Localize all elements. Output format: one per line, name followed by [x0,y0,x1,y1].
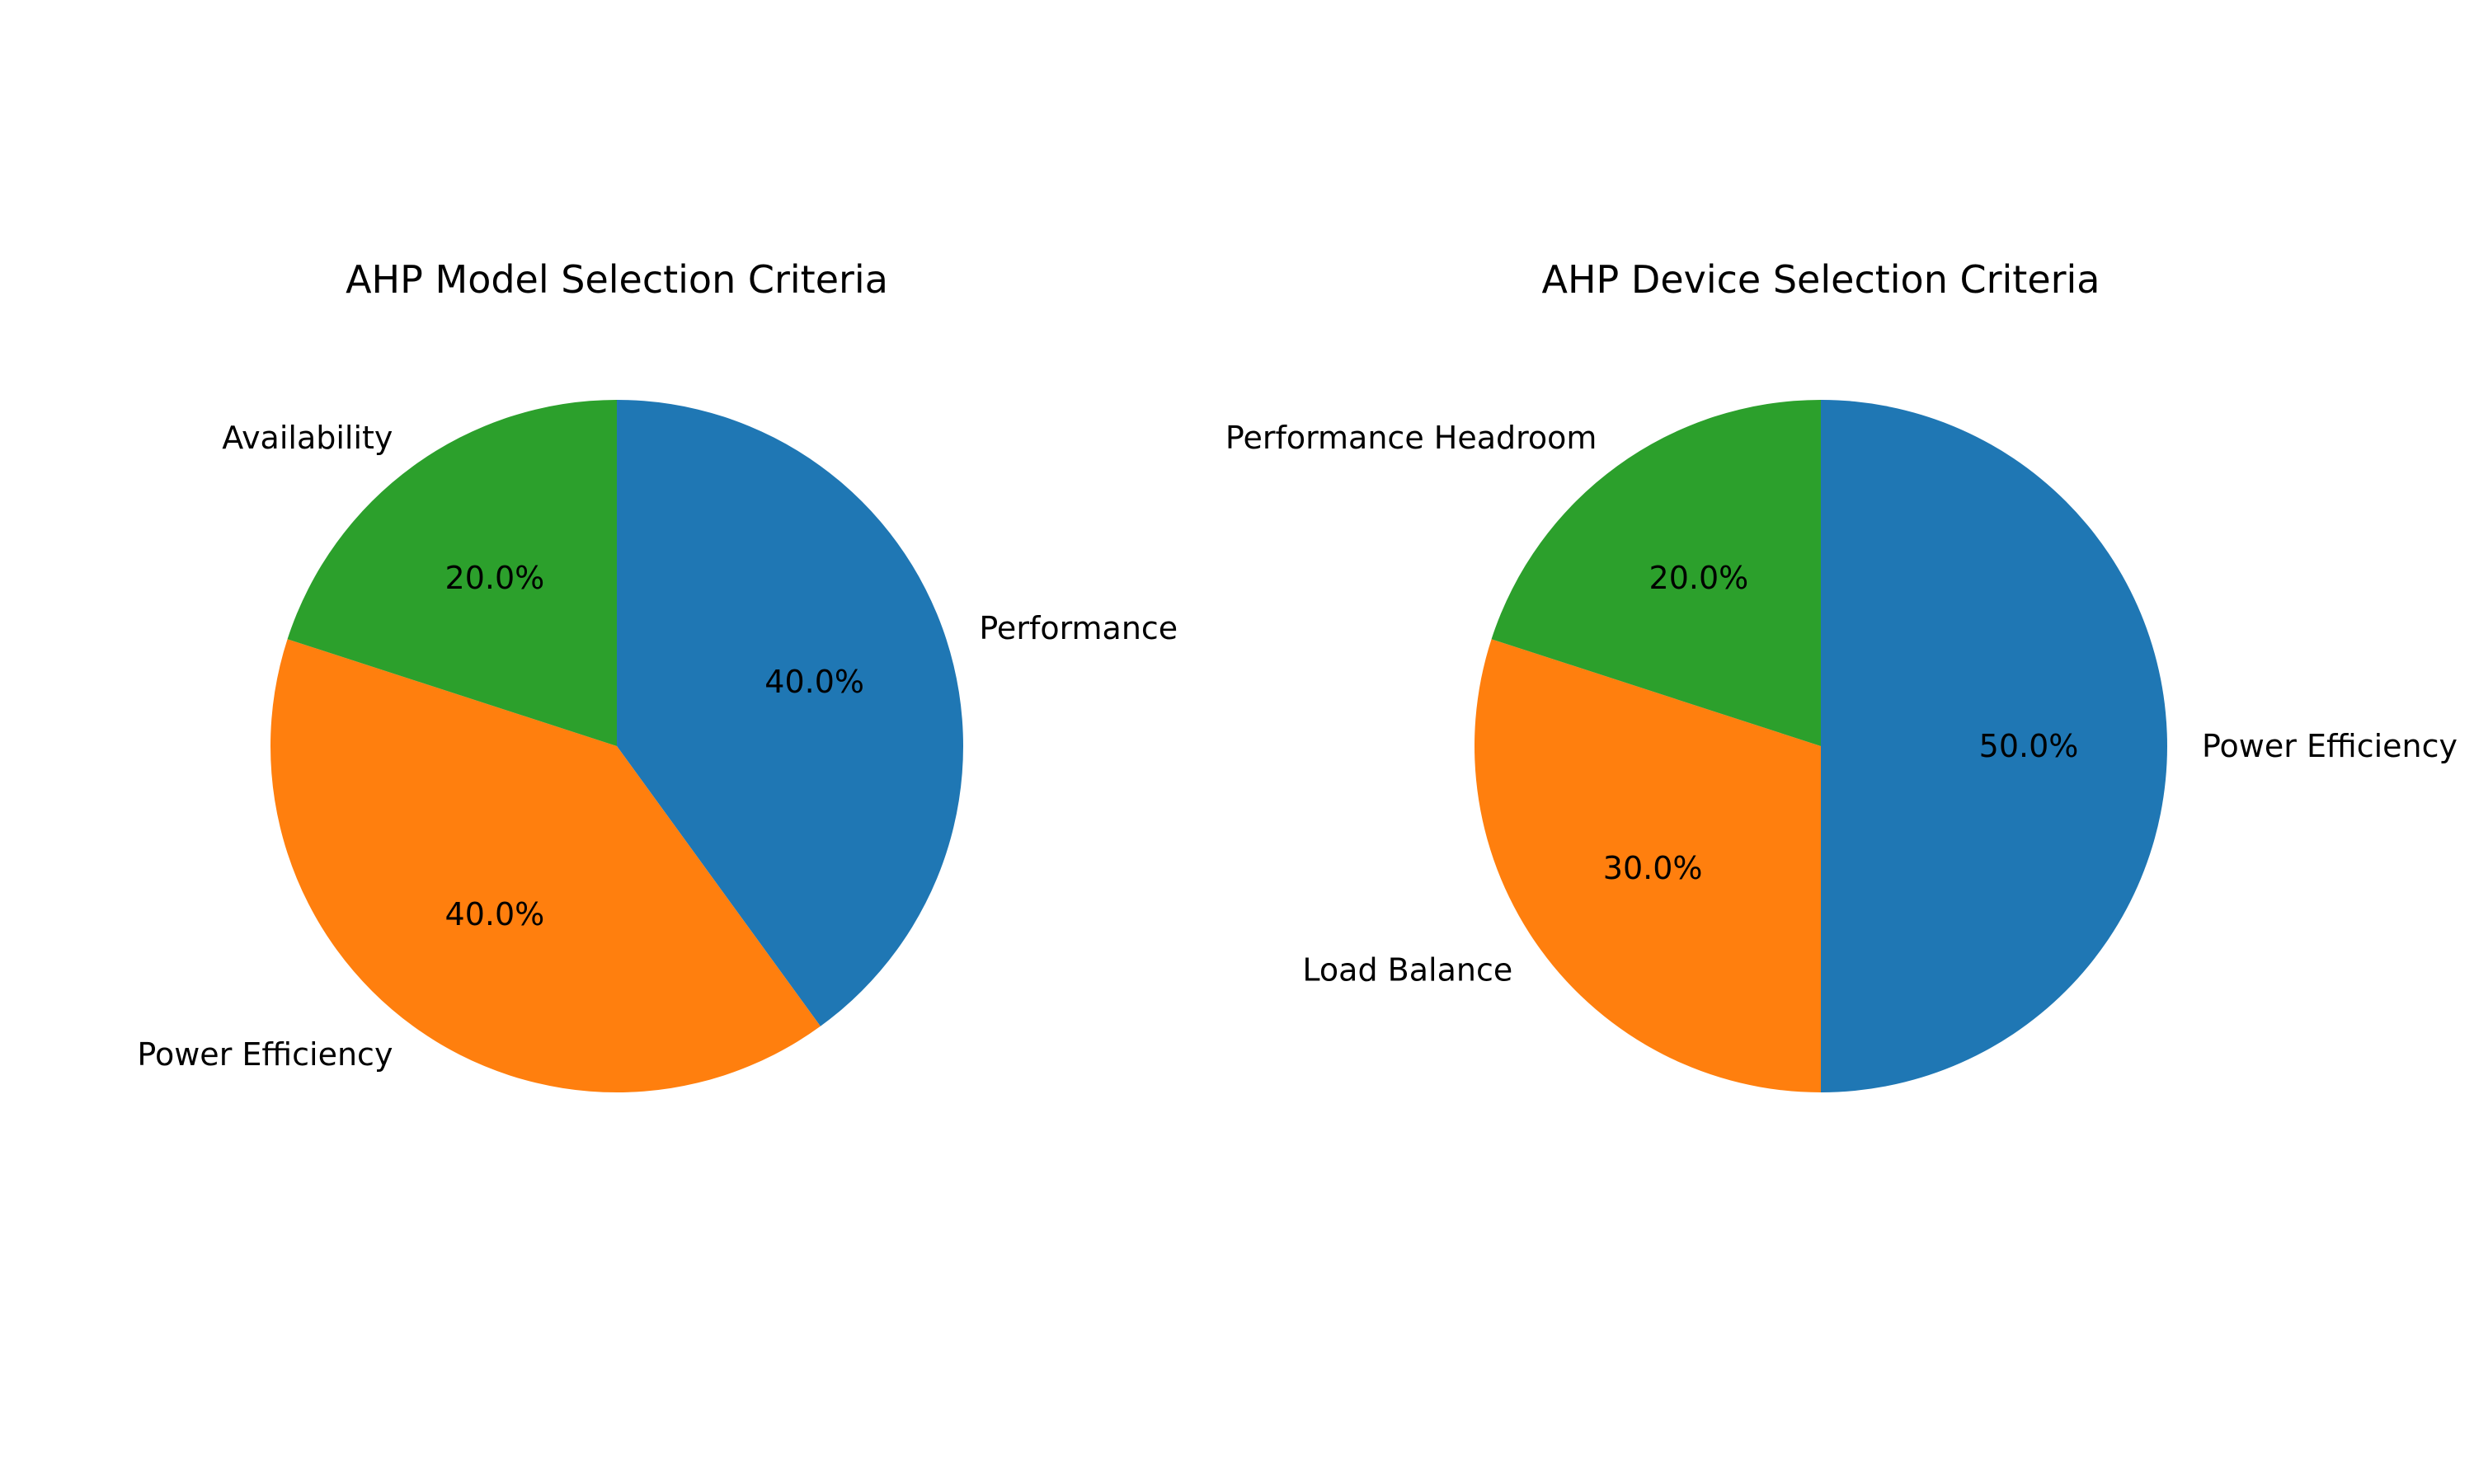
pie-slice-performance [617,400,963,1026]
device-selection-pie: AHP Device Selection Criteria 50.0% Power… [1225,257,2458,1092]
pct-label-power-efficiency: 40.0% [445,896,545,932]
pie-slice-power-efficiency [270,639,821,1092]
slice-label-power-efficiency: Power Efficiency [2202,728,2458,764]
pct-label-power-efficiency: 50.0% [1979,728,2079,764]
pct-label-performance-headroom: 20.0% [1649,560,1749,596]
slice-label-performance: Performance [979,610,1178,646]
chart-title: AHP Model Selection Criteria [346,257,888,302]
model-selection-pie: AHP Model Selection Criteria 40.0% Perfor… [137,257,1178,1092]
pie-slice-availability [287,400,617,746]
pct-label-availability: 20.0% [445,560,545,596]
pie-slice-performance-headroom [1491,400,1821,746]
pie-slice-load-balance [1475,639,1821,1092]
slice-label-power-efficiency: Power Efficiency [137,1036,393,1073]
chart-title: AHP Device Selection Criteria [1542,257,2100,302]
pie-slice-power-efficiency [1821,400,2167,1092]
slice-label-availability: Availability [222,420,393,456]
pct-label-performance: 40.0% [764,664,864,700]
slice-label-performance-headroom: Performance Headroom [1225,420,1597,456]
slice-label-load-balance: Load Balance [1302,952,1512,989]
pct-label-load-balance: 30.0% [1603,850,1703,886]
